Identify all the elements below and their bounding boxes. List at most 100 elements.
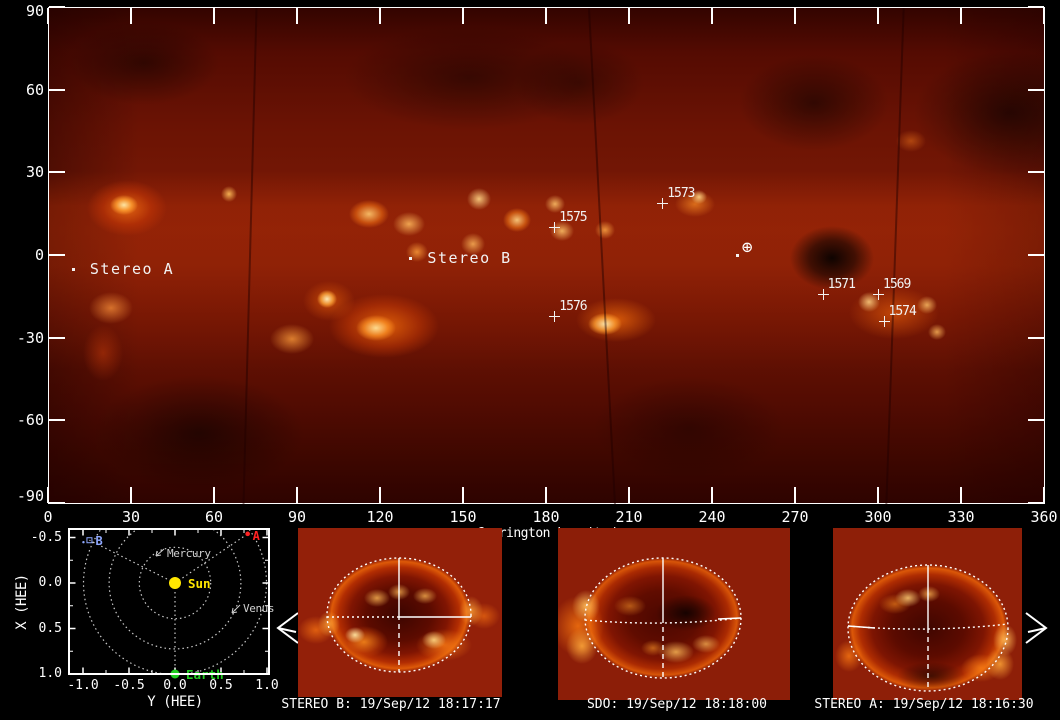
spacecraft-dot	[71, 267, 75, 271]
disk-panel-stereo-a[interactable]	[833, 528, 1022, 700]
spacecraft-label: Stereo B	[427, 248, 512, 267]
earth-symbol: ⊕	[741, 237, 753, 259]
mosaic-seam	[587, 8, 617, 505]
lon-tick-bottom	[296, 487, 298, 503]
orbit-y-tick-label: 1.0	[38, 666, 62, 681]
lat-tick-left	[49, 6, 65, 8]
disk-grid-overlay	[326, 557, 472, 673]
orbit-x-tick-label: -0.5	[113, 678, 145, 693]
lat-tick-label: 30	[25, 163, 44, 182]
orbit-plot: Sun Earth A B Mercury Venus	[68, 528, 275, 682]
stereo-a-label: A	[253, 529, 261, 543]
orbit-x-axis-title: Y (HEE)	[147, 694, 203, 710]
lon-tick-label: 30	[121, 508, 141, 526]
lat-tick-right	[1028, 419, 1044, 422]
mercury-orbit-label: Mercury	[167, 547, 211, 560]
plus-marker	[883, 316, 885, 328]
plus-marker	[554, 310, 556, 322]
orbit-x-tick-label: 1.0	[255, 678, 279, 693]
disk-grid-overlay	[584, 557, 742, 679]
lon-tick-label: 90	[287, 508, 307, 526]
lon-tick-bottom	[794, 487, 796, 503]
lon-tick-bottom	[213, 487, 215, 503]
lon-tick-top	[130, 8, 132, 24]
earth-subpoint-dot	[735, 254, 739, 257]
lat-tick-right	[1028, 88, 1044, 91]
sun-label: Sun	[188, 576, 211, 591]
lat-tick-left	[49, 171, 65, 174]
spacecraft-label: Stereo A	[89, 259, 175, 278]
lon-tick-bottom	[711, 487, 713, 503]
lon-tick-bottom	[545, 487, 547, 503]
plus-marker	[662, 197, 664, 209]
active-region-label: 1576	[559, 298, 587, 314]
plus-marker	[822, 288, 824, 300]
disk-panel-stereo-b[interactable]	[298, 528, 502, 697]
lon-tick-top	[794, 8, 796, 24]
lat-tick-right	[1028, 6, 1044, 8]
lon-tick-top	[47, 8, 49, 24]
lon-tick-bottom	[628, 487, 630, 503]
sun-sightline	[174, 533, 249, 584]
orbit-y-tick-label: 0.0	[38, 575, 62, 590]
lon-tick-label: 360	[1030, 508, 1058, 526]
left-arrow-icon	[276, 612, 299, 644]
planet-orbit	[138, 546, 212, 620]
lat-tick-right	[1028, 336, 1044, 339]
lon-tick-top	[462, 8, 464, 24]
venus-orbit-label: Venus	[243, 602, 274, 615]
lon-tick-bottom	[47, 487, 49, 503]
lon-tick-label: 240	[698, 508, 726, 526]
plus-marker	[878, 288, 879, 300]
lon-tick-top	[379, 8, 381, 24]
prev-arrow-button[interactable]	[272, 609, 304, 651]
disk-caption-sdo: SDO: 19/Sep/12 18:18:00	[586, 697, 767, 712]
lat-tick-left	[49, 254, 65, 256]
spacecraft-dot	[409, 256, 413, 260]
lat-tick-left	[49, 88, 65, 91]
sun-marker	[169, 577, 181, 589]
lon-tick-label: 150	[449, 508, 477, 526]
lon-tick-top	[960, 8, 962, 24]
lon-tick-bottom	[1043, 487, 1045, 503]
mosaic-seam	[885, 8, 905, 505]
lon-tick-label: 270	[781, 508, 809, 526]
lon-tick-label: 60	[204, 508, 224, 526]
lon-tick-label: 0	[43, 508, 53, 526]
disk-caption-stereo-b: STEREO B: 19/Sep/12 18:17:17	[281, 697, 501, 712]
lon-tick-top	[296, 8, 298, 24]
lat-tick-label: -30	[16, 328, 44, 347]
orbit-x-tick-label: -1.0	[67, 678, 99, 693]
lon-tick-bottom	[462, 487, 464, 503]
lat-tick-left	[49, 502, 65, 504]
lon-tick-label: 210	[615, 508, 643, 526]
active-region-label: 1571	[827, 276, 856, 292]
stereo-b-marker	[86, 537, 93, 544]
active-region-label: 1569	[883, 276, 911, 292]
lon-tick-bottom	[379, 487, 381, 503]
lon-tick-top	[213, 8, 215, 24]
lon-tick-bottom	[877, 487, 879, 503]
next-arrow-button[interactable]	[1020, 609, 1052, 651]
plus-marker	[554, 222, 556, 234]
lon-tick-top	[628, 8, 630, 24]
active-region-label: 1574	[888, 304, 917, 320]
lat-tick-left	[49, 336, 65, 339]
mosaic-seam	[242, 8, 258, 505]
disk-panel-sdo[interactable]	[558, 528, 790, 700]
lat-tick-label: -60	[16, 411, 44, 430]
stereo-b-label: B	[95, 534, 102, 548]
synoptic-map[interactable]	[48, 7, 1045, 505]
lat-tick-label: 0	[34, 246, 44, 264]
stereo-b-dot	[82, 541, 85, 544]
lon-tick-top	[1043, 8, 1045, 24]
lon-tick-top	[711, 8, 713, 24]
lon-tick-label: 330	[947, 508, 975, 526]
orbit-x-tick-label: 0.5	[209, 678, 233, 693]
right-arrow-icon	[1025, 612, 1048, 644]
stereo-a-marker	[245, 531, 250, 537]
orbit-x-tick-label: 0.0	[163, 678, 187, 693]
lat-tick-right	[1028, 254, 1044, 256]
